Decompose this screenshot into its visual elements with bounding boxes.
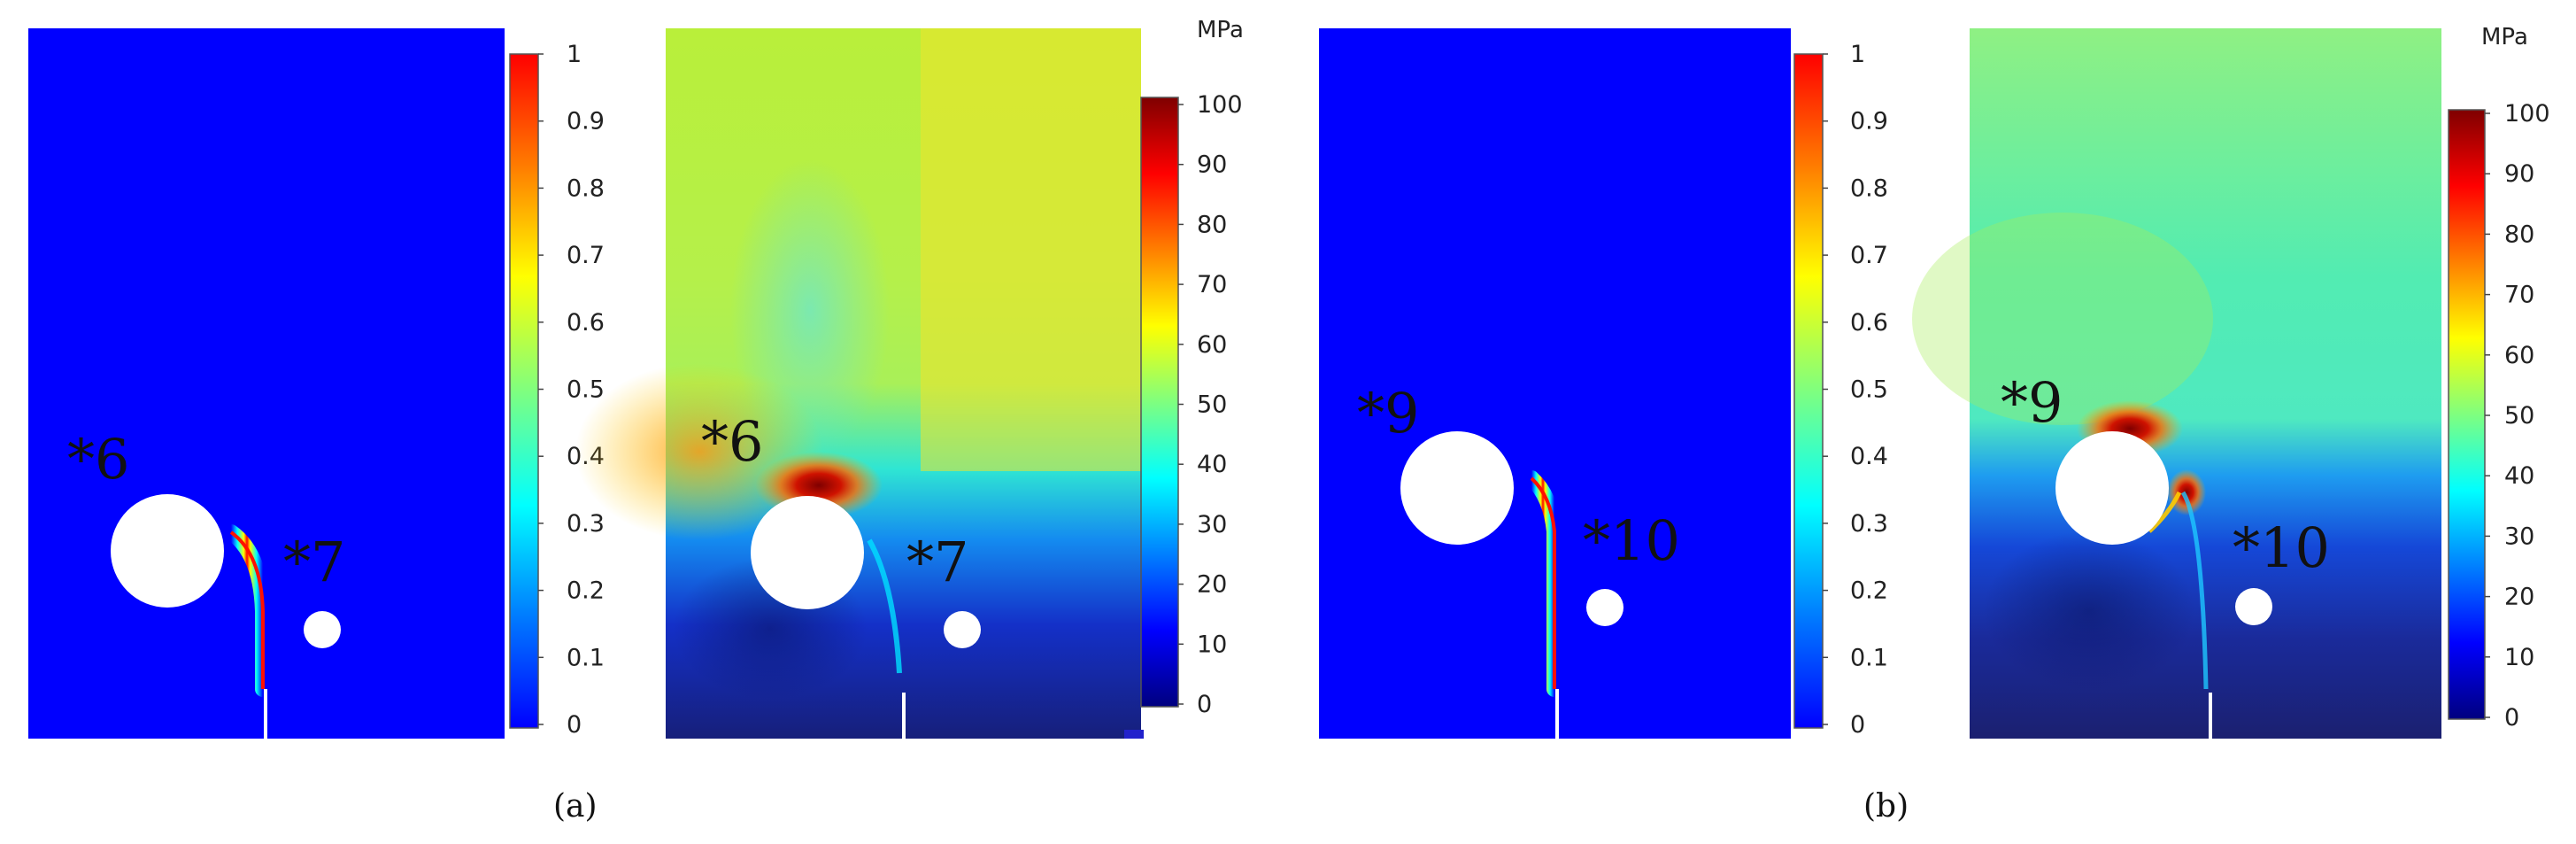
colorbar-gradient-stress-a	[1140, 97, 1179, 708]
colorbar-tick-label: 0.8	[567, 174, 605, 202]
colorbar-tick-label: 0.1	[1850, 644, 1888, 671]
colorbar-tick-label: 10	[1197, 631, 1227, 658]
initial-notch-stress-a	[902, 693, 906, 739]
colorbar-tick-label: 0.8	[1850, 174, 1888, 202]
marker-6-stress: *6	[701, 409, 763, 474]
colorbar-tick-label: 30	[1197, 511, 1227, 538]
subfigure-label-a: (a)	[553, 788, 598, 825]
colorbar-tick-label: 0.1	[567, 644, 605, 671]
colorbar-tick-label: 0	[567, 711, 582, 739]
stress-corner-mark-a	[1124, 730, 1144, 739]
colorbar-tick-label: 90	[2504, 160, 2534, 188]
colorbar-tick-label: 100	[2504, 100, 2550, 128]
damage-plot-a: *6 *7	[28, 28, 505, 739]
colorbar-tick-label: 0.3	[1850, 510, 1888, 538]
stress-shadow-b	[1983, 531, 2195, 691]
colorbar-ticks-b: 0 0.1 0.2 0.3 0.4 0.5 0.6 0.7 0.8 0.9 1	[1823, 41, 1888, 739]
large-hole-b	[1400, 431, 1514, 545]
colorbar-tick-label: 1	[1850, 41, 1865, 68]
stress-warm-zone-b	[1912, 213, 2213, 425]
colorbar-tick-label: 0.5	[1850, 376, 1888, 404]
large-hole-a	[111, 494, 224, 608]
colorbar-tick-label: 0.6	[1850, 309, 1888, 337]
colorbar-tick-label: 50	[2504, 402, 2534, 430]
colorbar-tick-label: 40	[1197, 451, 1227, 478]
colorbar-tick-label: 60	[1197, 331, 1227, 359]
initial-notch-stress-b	[2209, 693, 2212, 739]
colorbar-tick-label: 1	[567, 41, 582, 68]
colorbar-tick-label: 10	[2504, 644, 2534, 671]
colorbar-gradient-b	[1793, 53, 1824, 729]
crack-core-b	[1530, 476, 1556, 689]
marker-9-stress: *9	[2001, 370, 2063, 435]
colorbar-tick-label: 90	[1197, 151, 1227, 179]
colorbar-tick-label: 0.7	[567, 242, 605, 269]
large-hole-stress-a	[751, 496, 864, 609]
marker-7-stress: *7	[906, 530, 968, 594]
initial-notch-b	[1555, 689, 1559, 739]
colorbar-tick-label: 50	[1197, 391, 1227, 419]
colorbar-tick-label: 0	[1197, 691, 1212, 718]
colorbar-tick-label: 20	[1197, 571, 1227, 599]
stress-high-zone-a	[921, 28, 1141, 471]
colorbar-tick-label: 0.5	[567, 376, 605, 404]
colorbar-tick-label: 0.9	[1850, 108, 1888, 136]
colorbar-tick-label: 100	[1197, 91, 1243, 119]
colorbar-tick-label: 70	[1197, 271, 1227, 298]
colorbar-gradient-a	[509, 53, 539, 729]
colorbar-tick-label: 70	[2504, 282, 2534, 309]
marker-10-stress: *10	[2233, 515, 2330, 580]
small-hole-stress-a	[944, 611, 981, 648]
colorbar-tick-label: 0.3	[567, 510, 605, 538]
colorbar-tick-label: 20	[2504, 584, 2534, 611]
colorbar-gradient-stress-b	[2448, 109, 2486, 720]
colorbar-ticks-a: 00.10.20.30.40.50.60.70.80.91	[538, 41, 605, 739]
crack-core-a	[229, 530, 265, 689]
colorbar-tick-label: 0.2	[567, 577, 605, 605]
colorbar-tick-label: 0	[1850, 711, 1865, 739]
small-hole-stress-b	[2235, 588, 2272, 625]
colorbar-unit-b: MPa	[2481, 24, 2528, 50]
colorbar-tick-label: 0.7	[1850, 242, 1888, 269]
marker-6: *6	[67, 427, 129, 492]
colorbar-unit-a: MPa	[1197, 17, 1244, 43]
colorbar-tick-label: 80	[1197, 211, 1227, 238]
colorbar-stress-a: MPa 0 10 20 30 40 50 60 70 80 90 100	[1140, 17, 1244, 718]
colorbar-ticks-stress-a: 0 10 20 30 40 50 60 70 80 90 100	[1178, 91, 1243, 718]
colorbar-tick-label: 0.2	[1850, 577, 1888, 605]
crack-trace-a	[867, 538, 902, 674]
initial-notch-a	[264, 689, 267, 739]
colorbar-tick-label: 30	[2504, 523, 2534, 550]
crack-branch-b	[2148, 491, 2182, 533]
colorbar-tick-label: 0	[2504, 704, 2519, 732]
small-hole-a	[304, 611, 341, 648]
colorbar-tick-label: 0.4	[1850, 443, 1888, 470]
crack-trace-b	[2180, 491, 2209, 690]
stress-crack-tip-b	[2167, 469, 2206, 515]
stress-plot-b: *9 *10	[1912, 28, 2441, 739]
colorbar-tick-label: 0.9	[567, 108, 605, 136]
large-hole-stress-b	[2055, 431, 2169, 545]
colorbar-damage-b: 0 0.1 0.2 0.3 0.4 0.5 0.6 0.7 0.8 0.9 1	[1793, 41, 1888, 739]
marker-10: *10	[1583, 508, 1680, 573]
colorbar-tick-label: 40	[2504, 462, 2534, 490]
colorbar-tick-label: 60	[2504, 342, 2534, 369]
subfigure-label-b: (b)	[1863, 788, 1909, 825]
colorbar-tick-label: 80	[2504, 221, 2534, 248]
damage-plot-b: *9 *10	[1319, 28, 1791, 739]
colorbar-damage-a: 00.10.20.30.40.50.60.70.80.91	[509, 41, 605, 739]
marker-9: *9	[1357, 381, 1419, 445]
colorbar-stress-b: MPa 0 10 20 30 40 50 60 70 80 90 100	[2448, 24, 2550, 732]
stress-plot-a: *6 *7	[575, 28, 1144, 739]
marker-7: *7	[283, 530, 345, 594]
colorbar-ticks-stress-b: 0 10 20 30 40 50 60 70 80 90 100	[2485, 100, 2550, 732]
colorbar-tick-label: 0.6	[567, 309, 605, 337]
small-hole-b	[1586, 589, 1623, 626]
